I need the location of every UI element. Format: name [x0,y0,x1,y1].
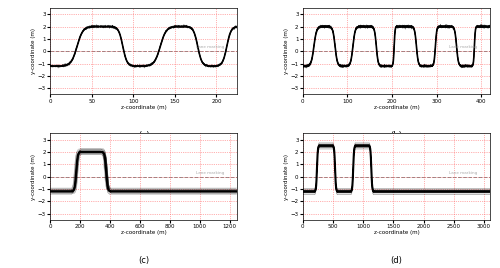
X-axis label: z-coordinate (m): z-coordinate (m) [120,105,166,110]
Text: (c): (c) [138,256,149,265]
X-axis label: z-coordinate (m): z-coordinate (m) [374,230,420,235]
Text: (d): (d) [390,256,402,265]
Text: Lane marking: Lane marking [196,171,224,175]
Text: Lane marking: Lane marking [449,171,477,175]
Y-axis label: y-coordinate (m): y-coordinate (m) [32,154,36,200]
Text: (b): (b) [390,131,402,140]
Y-axis label: y-coordinate (m): y-coordinate (m) [32,28,36,74]
Text: Lane marking: Lane marking [196,45,224,49]
Y-axis label: y-coordinate (m): y-coordinate (m) [284,28,289,74]
Text: Lane marking: Lane marking [449,45,477,49]
X-axis label: z-coordinate (m): z-coordinate (m) [120,230,166,235]
Text: (a): (a) [138,131,149,140]
X-axis label: z-coordinate (m): z-coordinate (m) [374,105,420,110]
Y-axis label: y-coordinate (m): y-coordinate (m) [284,154,289,200]
